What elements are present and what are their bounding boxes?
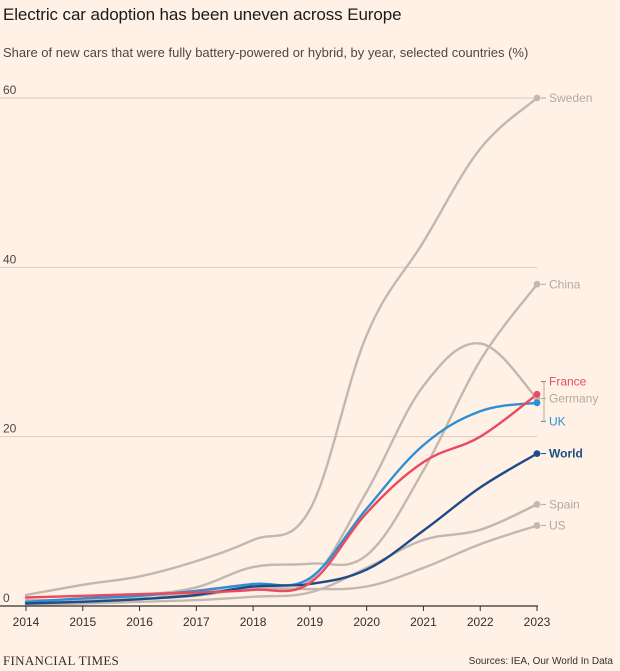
y-tick-label: 20 — [3, 422, 17, 436]
series-line-china — [24, 283, 539, 605]
series-end-marker-china — [533, 280, 541, 288]
series-end-marker-spain — [533, 501, 541, 508]
x-tick-label: 2015 — [69, 615, 96, 629]
x-tick-label: 2017 — [183, 615, 210, 629]
x-tick-label: 2018 — [240, 615, 267, 629]
series-end-label-china: China — [549, 277, 581, 291]
series-end-labels: Sweden China Germany Spain US UK World France — [541, 91, 598, 533]
series-line-uk — [24, 401, 539, 603]
y-axis-labels: 0 20 40 60 — [3, 83, 17, 605]
x-tick-label: 2016 — [126, 615, 153, 629]
series-end-markers — [533, 94, 541, 529]
y-tick-label: 40 — [3, 252, 17, 266]
series-end-label-germany: Germany — [549, 392, 598, 406]
source-note: Sources: IEA, Our World In Data — [468, 656, 613, 667]
x-axis: 2014 2015 2016 2017 2018 2019 2020 2021 2022 2023 — [0, 605, 551, 629]
x-tick-label: 2022 — [467, 615, 494, 629]
y-tick-label: 60 — [3, 83, 17, 97]
series-end-marker-us — [533, 522, 541, 529]
x-tick-label: 2021 — [410, 615, 437, 629]
x-tick-label: 2020 — [353, 615, 380, 629]
gridlines — [0, 97, 537, 438]
x-tick-label: 2023 — [524, 615, 551, 629]
series-end-marker-france — [533, 390, 541, 398]
series-line-world — [24, 452, 539, 605]
ft-logo: FINANCIAL TIMES — [3, 653, 120, 668]
series-end-label-world: World — [549, 447, 583, 461]
chart-title: Electric car adoption has been uneven ac… — [3, 5, 402, 24]
series-line-france — [24, 393, 539, 599]
chart-subtitle: Share of new cars that were fully batter… — [3, 45, 529, 60]
series-line-sweden — [24, 96, 539, 597]
y-tick-label: 0 — [3, 591, 10, 605]
series-line-us — [24, 524, 539, 602]
series-end-label-france: France — [549, 375, 587, 389]
series-end-marker-world — [533, 450, 541, 457]
series-end-marker-uk — [533, 399, 541, 407]
series-end-label-us: US — [549, 519, 566, 533]
series-end-label-uk: UK — [549, 414, 566, 428]
series-line-spain — [24, 503, 539, 607]
series-end-label-sweden: Sweden — [549, 91, 592, 105]
x-tick-label: 2019 — [297, 615, 324, 629]
x-tick-label: 2014 — [13, 615, 40, 629]
series-end-marker-sweden — [533, 94, 541, 102]
series-end-label-spain: Spain — [549, 497, 580, 511]
series-lines — [24, 96, 539, 607]
